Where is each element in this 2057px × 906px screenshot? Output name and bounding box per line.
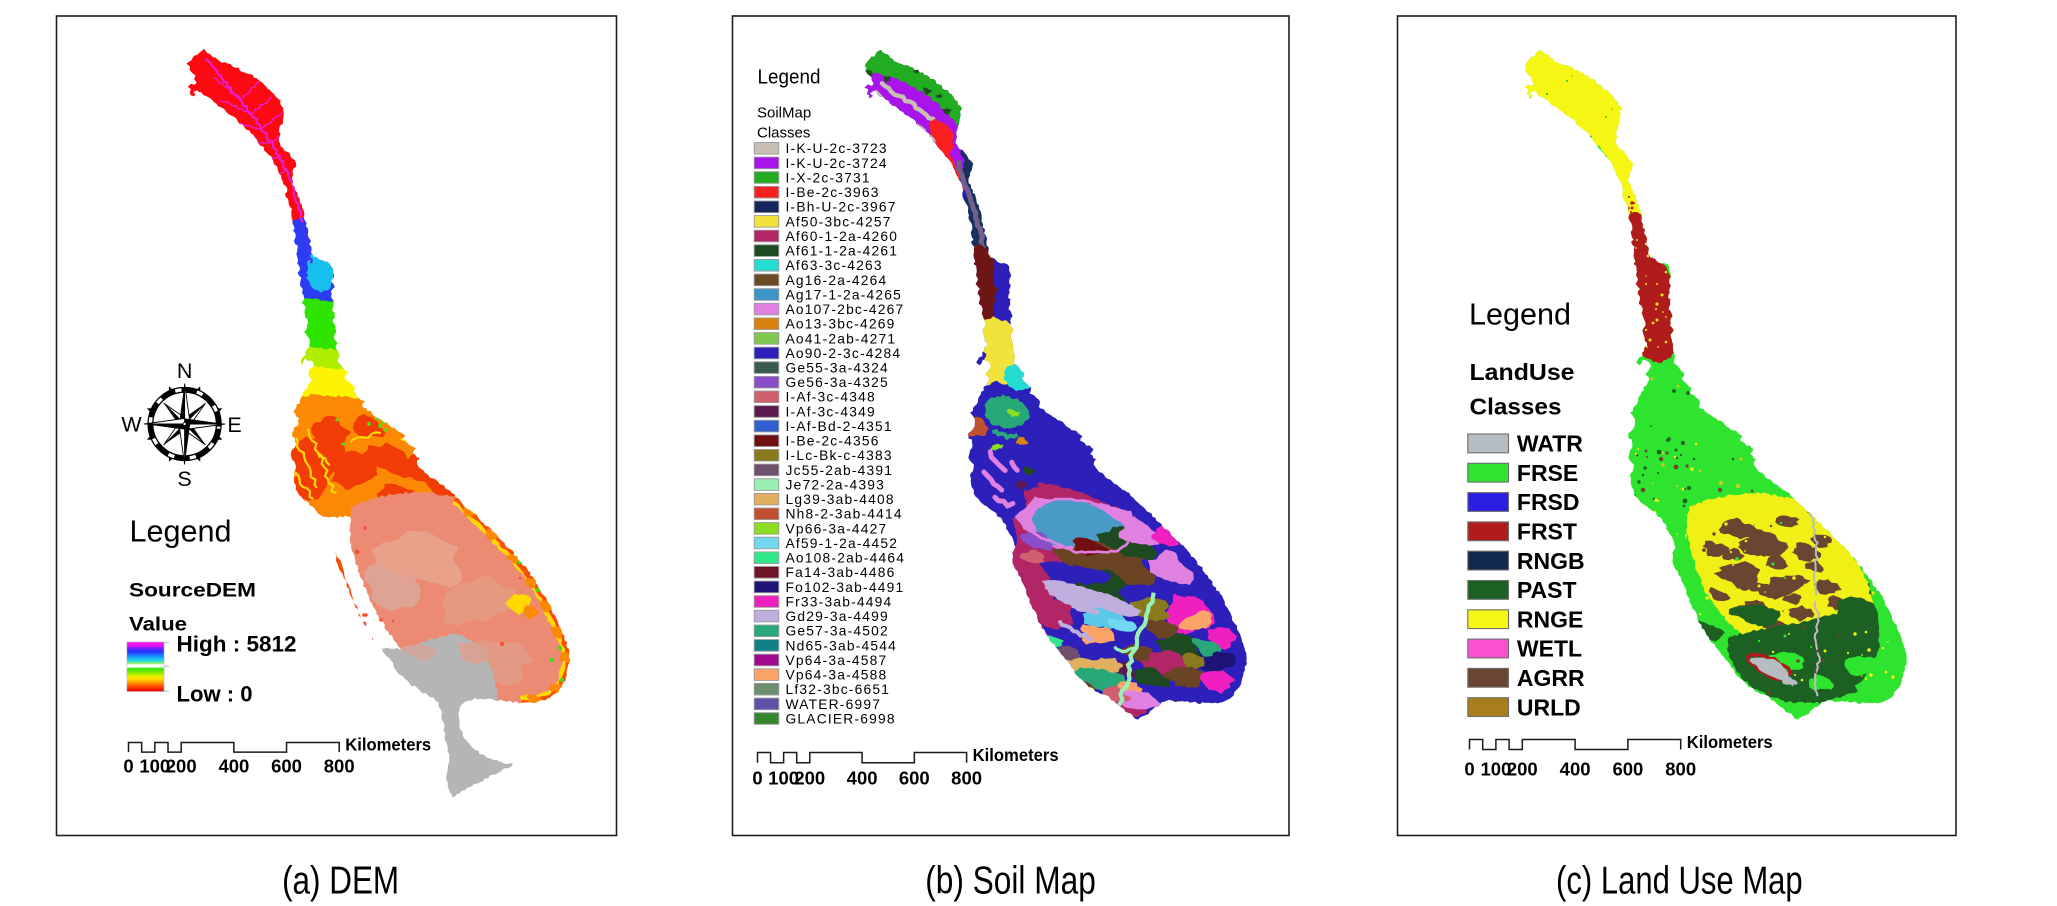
svg-text:PAST: PAST <box>1517 577 1577 603</box>
svg-text:600: 600 <box>1612 759 1643 780</box>
svg-text:S: S <box>177 467 191 491</box>
svg-text:(b) Soil Map: (b) Soil Map <box>925 860 1096 903</box>
svg-text:SoilMap: SoilMap <box>757 105 811 122</box>
svg-text:Af63-3c-4263: Af63-3c-4263 <box>786 258 883 273</box>
svg-text:Gd29-3a-4499: Gd29-3a-4499 <box>786 609 889 624</box>
svg-text:100: 100 <box>1480 759 1511 780</box>
svg-text:Fa14-3ab-4486: Fa14-3ab-4486 <box>786 565 896 580</box>
svg-text:0: 0 <box>752 768 762 789</box>
svg-text:0: 0 <box>1464 759 1474 780</box>
svg-text:RNGB: RNGB <box>1517 548 1585 574</box>
svg-text:FRSE: FRSE <box>1517 460 1578 486</box>
svg-text:Legend: Legend <box>130 514 232 549</box>
svg-text:Legend: Legend <box>758 67 821 89</box>
svg-text:Ao108-2ab-4464: Ao108-2ab-4464 <box>786 551 906 566</box>
svg-text:High : 5812: High : 5812 <box>177 632 297 657</box>
svg-text:Jc55-2ab-4391: Jc55-2ab-4391 <box>786 463 894 478</box>
svg-text:E: E <box>227 413 241 437</box>
svg-text:100: 100 <box>139 756 170 777</box>
svg-text:400: 400 <box>1560 759 1591 780</box>
svg-text:SourceDEM: SourceDEM <box>129 580 256 602</box>
svg-text:Ag16-2a-4264: Ag16-2a-4264 <box>786 273 888 288</box>
svg-text:800: 800 <box>951 768 982 789</box>
svg-text:Af50-3bc-4257: Af50-3bc-4257 <box>786 214 892 229</box>
svg-text:Legend: Legend <box>1469 297 1571 332</box>
svg-text:Kilometers: Kilometers <box>1687 732 1773 752</box>
svg-text:I-K-U-2c-3724: I-K-U-2c-3724 <box>786 156 888 171</box>
svg-text:FRSD: FRSD <box>1517 489 1580 515</box>
svg-text:Nh8-2-3ab-4414: Nh8-2-3ab-4414 <box>786 507 903 522</box>
svg-text:Classes: Classes <box>1470 394 1562 420</box>
svg-text:400: 400 <box>847 768 878 789</box>
svg-text:WATER-6997: WATER-6997 <box>786 697 882 712</box>
svg-text:Je72-2a-4393: Je72-2a-4393 <box>786 478 886 493</box>
svg-text:WETL: WETL <box>1517 636 1582 662</box>
svg-text:Lf32-3bc-6651: Lf32-3bc-6651 <box>786 682 891 697</box>
svg-text:Fo102-3ab-4491: Fo102-3ab-4491 <box>786 580 905 595</box>
svg-text:Kilometers: Kilometers <box>345 735 431 755</box>
svg-text:200: 200 <box>1507 759 1538 780</box>
svg-text:W: W <box>121 413 142 437</box>
svg-text:Ao13-3bc-4269: Ao13-3bc-4269 <box>786 317 896 332</box>
svg-text:Nd65-3ab-4544: Nd65-3ab-4544 <box>786 638 897 653</box>
svg-text:GLACIER-6998: GLACIER-6998 <box>786 711 896 726</box>
svg-text:Ag17-1-2a-4265: Ag17-1-2a-4265 <box>786 287 903 302</box>
svg-text:I-Be-2c-4356: I-Be-2c-4356 <box>786 434 880 449</box>
svg-text:(a) DEM: (a) DEM <box>282 860 399 903</box>
svg-text:I-Af-3c-4348: I-Af-3c-4348 <box>786 390 876 405</box>
svg-text:I-Af-Bd-2-4351: I-Af-Bd-2-4351 <box>786 419 893 434</box>
svg-text:URLD: URLD <box>1517 694 1581 720</box>
svg-text:Lg39-3ab-4408: Lg39-3ab-4408 <box>786 492 895 507</box>
svg-text:WATR: WATR <box>1517 431 1583 457</box>
svg-text:AGRR: AGRR <box>1517 665 1585 691</box>
svg-text:Vp66-3a-4427: Vp66-3a-4427 <box>786 521 888 536</box>
svg-text:Ge55-3a-4324: Ge55-3a-4324 <box>786 361 889 376</box>
svg-text:800: 800 <box>324 756 355 777</box>
svg-text:Low : 0: Low : 0 <box>177 682 253 707</box>
svg-text:LandUse: LandUse <box>1470 359 1575 385</box>
svg-text:Ao90-2-3c-4284: Ao90-2-3c-4284 <box>786 346 902 361</box>
svg-text:200: 200 <box>794 768 825 789</box>
svg-text:400: 400 <box>218 756 249 777</box>
svg-text:Kilometers: Kilometers <box>973 745 1059 765</box>
svg-text:Fr33-3ab-4494: Fr33-3ab-4494 <box>786 594 893 609</box>
svg-text:600: 600 <box>271 756 302 777</box>
svg-text:600: 600 <box>899 768 930 789</box>
svg-text:I-K-U-2c-3723: I-K-U-2c-3723 <box>786 141 888 156</box>
svg-text:(c) Land Use Map: (c) Land Use Map <box>1556 860 1803 903</box>
svg-text:Ge56-3a-4325: Ge56-3a-4325 <box>786 375 889 390</box>
svg-text:100: 100 <box>768 768 799 789</box>
svg-text:Af59-1-2a-4452: Af59-1-2a-4452 <box>786 536 899 551</box>
svg-text:200: 200 <box>166 756 197 777</box>
svg-text:RNGE: RNGE <box>1517 606 1583 632</box>
svg-text:Ao41-2ab-4271: Ao41-2ab-4271 <box>786 331 897 346</box>
svg-text:800: 800 <box>1665 759 1696 780</box>
svg-text:I-Be-2c-3963: I-Be-2c-3963 <box>786 185 880 200</box>
svg-text:N: N <box>177 359 193 383</box>
svg-text:Vp64-3a-4588: Vp64-3a-4588 <box>786 668 888 683</box>
svg-text:Af61-1-2a-4261: Af61-1-2a-4261 <box>786 244 899 259</box>
svg-text:Value: Value <box>129 614 187 636</box>
svg-text:I-Lc-Bk-c-4383: I-Lc-Bk-c-4383 <box>786 448 893 463</box>
svg-text:Classes: Classes <box>757 125 810 142</box>
svg-text:I-Af-3c-4349: I-Af-3c-4349 <box>786 404 876 419</box>
svg-text:Af60-1-2a-4260: Af60-1-2a-4260 <box>786 229 899 244</box>
svg-text:FRST: FRST <box>1517 519 1577 545</box>
svg-text:Ao107-2bc-4267: Ao107-2bc-4267 <box>786 302 905 317</box>
svg-text:Ge57-3a-4502: Ge57-3a-4502 <box>786 624 889 639</box>
svg-text:I-Bh-U-2c-3967: I-Bh-U-2c-3967 <box>786 200 897 215</box>
svg-text:I-X-2c-3731: I-X-2c-3731 <box>786 170 871 185</box>
svg-text:Vp64-3a-4587: Vp64-3a-4587 <box>786 653 888 668</box>
svg-text:0: 0 <box>123 756 133 777</box>
